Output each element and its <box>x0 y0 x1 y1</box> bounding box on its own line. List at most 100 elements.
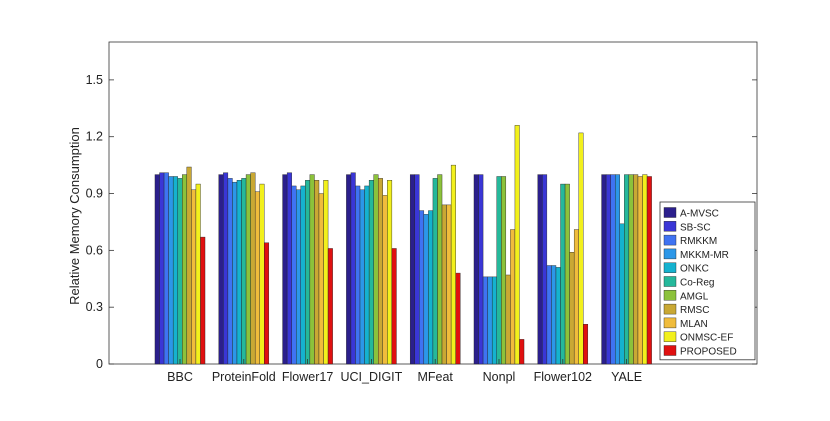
bar-onmsc-ef-3 <box>387 180 393 365</box>
bar-a-mvsc-5 <box>473 174 479 365</box>
bar-sb-sc-7 <box>605 174 611 365</box>
bar-proposed-3 <box>391 248 397 365</box>
bar-proposed-6 <box>583 324 589 365</box>
y-tick-label: 0.9 <box>86 187 103 201</box>
bar-sb-sc-5 <box>478 174 484 365</box>
bar-rmsc-5 <box>505 274 511 365</box>
bar-amgl-4 <box>437 174 443 365</box>
legend: A-MVSC SB-SC RMKKM MKKM-MR ONKC Co-Reg AMGL RMS… <box>659 201 756 361</box>
bar-a-mvsc-4 <box>409 174 415 365</box>
y-tick-label: 1.2 <box>86 130 103 144</box>
bar-sb-sc-2 <box>286 172 292 365</box>
bar-mkkm-mr-4 <box>423 214 429 365</box>
legend-swatch <box>663 248 677 260</box>
y-tick-label: 0.3 <box>86 300 103 314</box>
legend-label: SB-SC <box>680 222 711 233</box>
bar-mkkm-mr-6 <box>551 265 557 365</box>
bar-a-mvsc-7 <box>601 174 607 365</box>
bar-rmsc-0 <box>186 166 192 365</box>
bar-rmsc-4 <box>441 204 447 365</box>
bar-onmsc-ef-2 <box>323 180 329 365</box>
bar-a-mvsc-0 <box>154 174 160 365</box>
legend-label: ONMSC-EF <box>680 333 733 344</box>
x-tick-label: ProteinFold <box>212 370 276 384</box>
bar-co-reg-4 <box>432 178 438 365</box>
bar-amgl-5 <box>501 176 507 365</box>
bar-onkc-1 <box>236 180 242 365</box>
bar-proposed-4 <box>455 272 461 365</box>
bar-rmsc-7 <box>633 174 639 365</box>
bar-onmsc-ef-4 <box>450 164 456 365</box>
bar-co-reg-5 <box>496 176 502 365</box>
bar-mlan-5 <box>510 229 516 365</box>
bar-co-reg-2 <box>305 180 311 365</box>
bar-rmkkm-2 <box>291 185 297 365</box>
bar-mlan-1 <box>254 191 260 365</box>
bar-mlan-4 <box>446 204 452 365</box>
legend-swatch <box>663 276 677 287</box>
bar-co-reg-3 <box>368 180 374 365</box>
legend-swatch <box>663 221 677 232</box>
bar-rmsc-1 <box>250 172 256 365</box>
bar-mlan-6 <box>573 229 579 365</box>
bar-mlan-2 <box>318 193 324 365</box>
legend-swatch <box>663 317 677 329</box>
legend-swatch <box>663 331 677 342</box>
legend-label: ONKC <box>680 264 709 275</box>
legend-label: MKKM-MR <box>680 250 729 261</box>
bar-mkkm-mr-7 <box>615 174 620 365</box>
legend-label: Co-Reg <box>680 278 714 289</box>
legend-label: PROPOSED <box>680 347 737 358</box>
bar-amgl-2 <box>309 174 315 365</box>
bar-mkkm-mr-0 <box>168 176 174 365</box>
bar-onkc-5 <box>491 276 497 365</box>
y-tick-label: 0 <box>96 357 103 371</box>
bar-rmkkm-0 <box>163 172 169 365</box>
bar-co-reg-6 <box>560 183 566 365</box>
bar-onmsc-ef-6 <box>578 132 584 365</box>
bar-a-mvsc-1 <box>218 174 224 365</box>
bar-co-reg-1 <box>241 178 247 365</box>
legend-swatch <box>663 290 677 301</box>
bar-onmsc-ef-0 <box>195 183 201 365</box>
legend-label: AMGL <box>680 291 709 302</box>
y-tick-label: 0.6 <box>86 243 103 257</box>
axis-labels: 0 0.3 0.6 0.9 1.2 1.5 BBC ProteinFold Flower17 UC… <box>86 73 643 384</box>
bar-amgl-6 <box>564 183 570 365</box>
bar-rmkkm-4 <box>419 210 425 365</box>
bar-onkc-6 <box>555 267 561 365</box>
x-tick-label: BBC <box>167 370 193 384</box>
bar-onkc-3 <box>364 185 370 365</box>
bar-proposed-7 <box>646 176 652 365</box>
bar-proposed-2 <box>327 248 333 365</box>
x-tick-label: Nonpl <box>483 370 516 384</box>
bar-mlan-3 <box>382 195 388 365</box>
bar-proposed-0 <box>200 236 206 365</box>
bar-mkkm-mr-2 <box>296 189 301 365</box>
bar-rmkkm-6 <box>546 265 552 365</box>
x-tick-label: UCI_DIGIT <box>340 370 402 384</box>
x-tick-label: Flower102 <box>534 370 592 384</box>
bar-amgl-1 <box>245 174 251 365</box>
bar-rmkkm-3 <box>355 185 361 365</box>
legend-swatch <box>663 345 677 356</box>
bar-amgl-3 <box>373 174 379 365</box>
bar-rmsc-3 <box>378 178 383 365</box>
bar-rmkkm-7 <box>610 174 616 365</box>
bar-rmsc-2 <box>314 180 320 365</box>
bar-mkkm-mr-3 <box>359 189 365 365</box>
legend-label: MLAN <box>680 319 708 330</box>
bar-sb-sc-3 <box>350 172 356 365</box>
legend-swatch <box>663 303 677 315</box>
bar-onmsc-ef-1 <box>259 183 265 365</box>
bar-amgl-7 <box>628 174 634 365</box>
bar-proposed-5 <box>519 339 525 365</box>
bar-rmkkm-5 <box>482 276 488 365</box>
legend-label: RMSC <box>680 305 709 316</box>
bar-sb-sc-0 <box>159 172 165 365</box>
bar-mkkm-mr-1 <box>232 181 238 365</box>
bar-mlan-0 <box>191 189 197 365</box>
bar-a-mvsc-2 <box>282 174 288 365</box>
x-tick-label: MFeat <box>417 370 453 384</box>
